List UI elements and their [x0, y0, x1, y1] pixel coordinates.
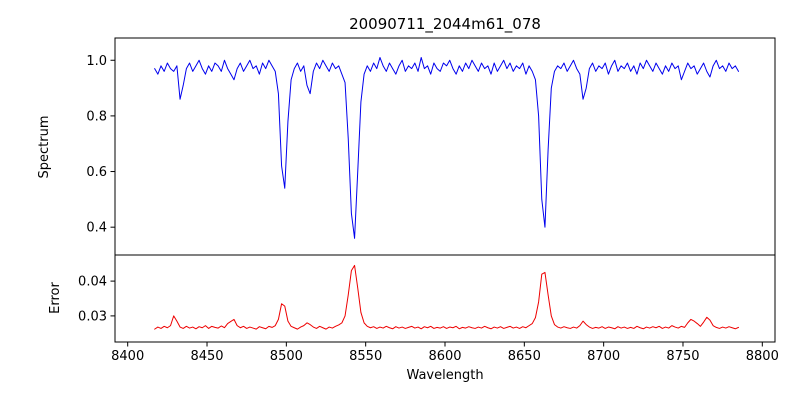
x-tick-label: 8450	[190, 349, 223, 364]
spectrum-y-tick-label: 1.0	[86, 54, 107, 69]
x-tick-label: 8700	[587, 349, 620, 364]
x-tick-label: 8800	[746, 349, 779, 364]
x-tick-label: 8650	[508, 349, 541, 364]
spectrum-y-tick-label: 0.6	[86, 165, 107, 180]
spectrum-y-axis-label: Spectrum	[37, 116, 52, 179]
error-y-tick-label: 0.03	[78, 309, 107, 324]
x-tick-label: 8600	[428, 349, 461, 364]
error-y-axis-label: Error	[48, 282, 63, 314]
spectrum-line	[154, 56, 740, 239]
x-tick-label: 8400	[111, 349, 144, 364]
x-tick-label: 8750	[666, 349, 699, 364]
x-tick-label: 8500	[270, 349, 303, 364]
error-y-tick-label: 0.04	[78, 275, 107, 290]
spectrum-y-tick-label: 0.4	[86, 221, 107, 236]
error-panel-border	[114, 254, 776, 343]
x-tick-label: 8550	[349, 349, 382, 364]
x-axis-label: Wavelength	[406, 368, 483, 383]
chart-title: 20090711_2044m61_078	[349, 15, 541, 34]
error-line	[154, 264, 740, 330]
spectrum-panel-border	[114, 37, 776, 256]
spectrum-y-tick-label: 0.8	[86, 109, 107, 124]
plot-area: 0.4 0.6 0.8 1.0 0.03 0.04 8400 8450 8500 8550 8600…	[78, 37, 779, 364]
